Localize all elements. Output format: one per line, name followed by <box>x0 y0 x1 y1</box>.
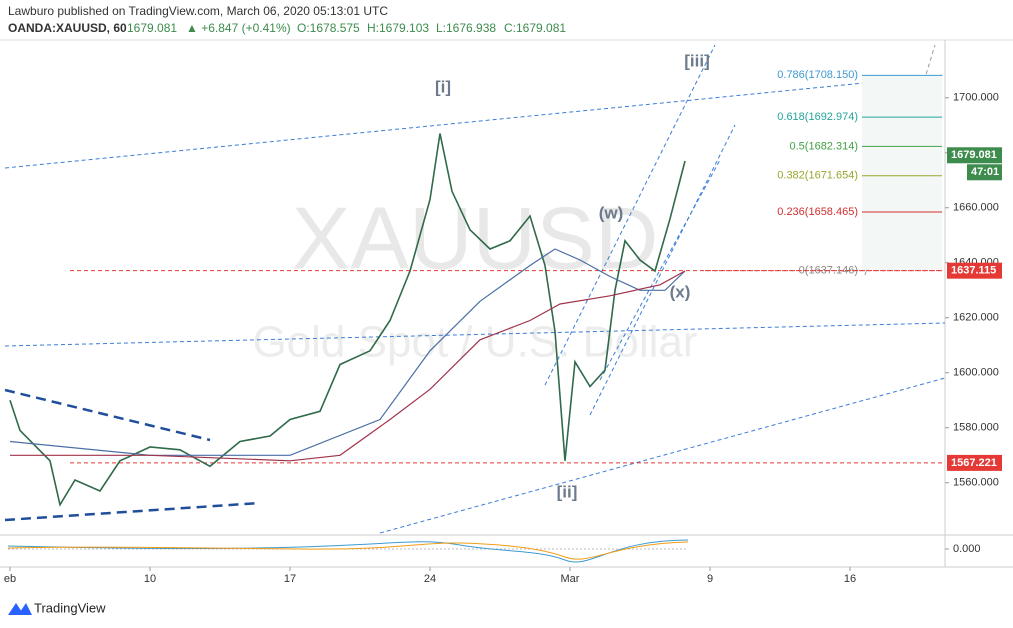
fib-label: 0.236(1658.465) <box>777 206 858 218</box>
price-tag <box>947 454 1002 471</box>
y-tick-label: 1560.000 <box>953 477 999 489</box>
x-tick-label: 9 <box>707 573 713 585</box>
price-tag <box>947 262 1002 279</box>
low: L:1676.938 <box>436 21 496 35</box>
y-tick-label: 1700.000 <box>953 92 999 104</box>
fib-label: 0.786(1708.150) <box>777 69 858 81</box>
fib-zone <box>862 75 942 270</box>
y-tick-label: 0.000 <box>953 543 981 555</box>
countdown: 47:01 <box>971 166 999 178</box>
countdown-tag <box>967 164 1002 181</box>
wave-label: (w) <box>599 203 624 222</box>
brand: TradingView <box>34 600 106 615</box>
price-line <box>9 133 686 507</box>
wave-label: [ii] <box>557 482 578 501</box>
oscillator-curve <box>7 541 689 560</box>
wave-label: [iii] <box>684 51 710 70</box>
fib-label: 0.618(1692.974) <box>777 111 858 123</box>
price-tag <box>947 147 1002 164</box>
y-tick-label: 1580.000 <box>953 422 999 434</box>
tv-logo <box>8 603 32 615</box>
price-tag-label: 1637.115 <box>951 265 996 277</box>
moving-average <box>9 248 686 456</box>
y-tick-label: 1600.000 <box>953 367 999 379</box>
close: C:1679.081 <box>504 21 566 35</box>
x-tick-label: 17 <box>284 573 296 585</box>
wave-label: [i] <box>435 77 451 96</box>
wave-label: (x) <box>670 282 691 301</box>
wedge-lines <box>4 388 261 522</box>
x-tick-label: Mar <box>561 573 580 585</box>
last: 1679.081 <box>127 21 177 35</box>
oscillator-curve <box>7 539 689 563</box>
change: ▲ +6.847 (+0.41%) <box>186 21 291 35</box>
x-tick-label: 24 <box>424 573 436 585</box>
y-tick-label: 1660.000 <box>953 202 999 214</box>
fib-label: 0.5(1682.314) <box>790 140 859 152</box>
y-tick-label: 1620.000 <box>953 312 999 324</box>
price-tag-label: 1567.221 <box>951 457 997 469</box>
published: Lawburo published on TradingView.com, Ma… <box>8 4 388 18</box>
fib-label: 0.382(1671.654) <box>777 170 858 182</box>
moving-average <box>10 270 686 462</box>
watermark-subtitle: Gold Spot / U.S. Dollar <box>252 318 697 367</box>
x-tick-label: 10 <box>144 573 156 585</box>
high: H:1679.103 <box>367 21 429 35</box>
trend-lines <box>4 44 946 534</box>
x-tick-label: eb <box>4 573 16 585</box>
open: O:1678.575 <box>297 21 360 35</box>
symbol: OANDA:XAUUSD, 60 <box>8 21 127 35</box>
price-tag-label: 1679.081 <box>951 149 997 161</box>
x-tick-label: 16 <box>844 573 856 585</box>
